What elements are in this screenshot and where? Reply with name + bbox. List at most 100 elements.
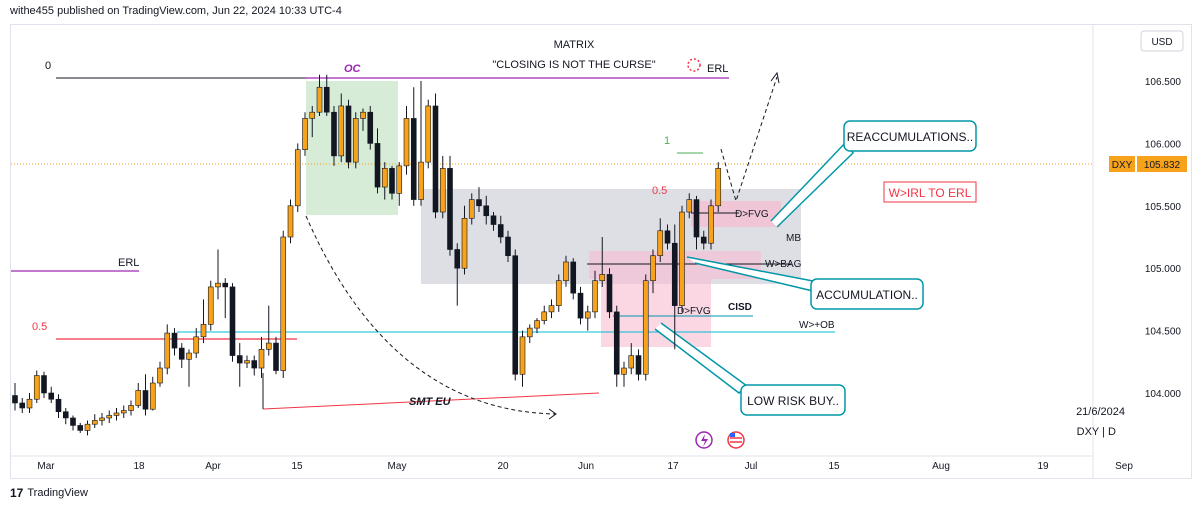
x-axis[interactable]: Mar 18 Apr 15 May 20 Jun 17 Jul 15 Aug 19 Sep (37, 461, 1133, 472)
candle-bear (62, 411, 69, 419)
candle-bull (280, 236, 287, 371)
candle-bull (439, 168, 446, 213)
chart-subtitle: "CLOSING IS NOT THE CURSE" (492, 59, 655, 71)
candle-bear (664, 230, 671, 244)
candle-bull (244, 360, 250, 364)
candle-bull (534, 320, 540, 329)
candle-bear (570, 261, 577, 294)
candle-bear (178, 347, 185, 360)
bag-label: W>BAG (765, 259, 802, 270)
callout-pointer-reaccum (770, 139, 854, 228)
candle-bull (548, 305, 555, 313)
callout-box-lowrisk[interactable] (740, 384, 846, 416)
candle-bear (505, 236, 511, 257)
candle-bull (287, 205, 294, 238)
candle-bear (229, 286, 236, 356)
projection-arc (305, 215, 557, 415)
candle-bull (135, 390, 142, 406)
irl-erl-box[interactable] (883, 181, 977, 203)
chart-title: MATRIX (554, 39, 595, 51)
y-tick-label: 105.000 (1145, 264, 1182, 275)
candle-bull (84, 423, 91, 431)
fvg-lower-label: D>FVG (677, 306, 711, 317)
candle-bear (635, 355, 642, 375)
candle-bear (171, 332, 178, 349)
footer: 17 TradingView (10, 486, 88, 500)
candle-bull (157, 367, 163, 384)
candle-bull (164, 332, 171, 369)
candle-bull (207, 286, 214, 325)
candle-bull (642, 280, 649, 375)
candle-bull (128, 405, 134, 411)
smt-label: SMT EU (409, 396, 452, 408)
candle-bull (461, 217, 468, 269)
oc-label: OC (344, 63, 362, 75)
x-tick-label: 17 (667, 461, 679, 472)
candle-bear (236, 355, 243, 364)
candle-bull (193, 336, 200, 354)
candle-bear (410, 118, 417, 200)
candle-bull (650, 255, 656, 281)
candle-bull (186, 352, 192, 360)
zero-label: 0 (45, 60, 51, 72)
candle-bear (55, 398, 62, 413)
candle-bull (91, 420, 98, 425)
candle-bull (294, 149, 301, 207)
currency-label: USD (1151, 37, 1172, 48)
x-tick-label: 20 (497, 461, 509, 472)
candle-bear (367, 111, 374, 144)
candle-bull (26, 398, 33, 409)
last-price-label: 105.832 (1144, 160, 1181, 171)
last-price-tag (1137, 156, 1187, 172)
candle-bear (331, 111, 337, 157)
candle-bull (258, 349, 265, 369)
y-axis[interactable]: 106.500 106.000 105.500 105.000 104.500 104.0… (1145, 77, 1182, 400)
projection-arrow-icon (770, 71, 780, 84)
mb-label: MB (786, 233, 801, 244)
smt-line (262, 392, 600, 410)
candle-bear (447, 168, 453, 250)
symbol-price-tag (1109, 156, 1135, 172)
candle-bear (345, 105, 352, 163)
candle-bull (599, 274, 606, 281)
candle-bull (628, 355, 635, 369)
candle-bull (309, 111, 316, 119)
price-chart[interactable]: REACCUMULATIONS.. ACCUMULATION.. LOW RIS… (11, 25, 1191, 478)
x-tick-label: Mar (37, 461, 55, 472)
candle-bull (215, 282, 221, 288)
x-tick-label: Apr (205, 461, 221, 472)
projection-path (720, 76, 778, 203)
candle-bull (555, 280, 562, 306)
candle-bear (323, 86, 330, 113)
callout-box-accum[interactable] (810, 278, 924, 310)
chart-frame[interactable]: REACCUMULATIONS.. ACCUMULATION.. LOW RIS… (10, 24, 1192, 479)
candle-bear (222, 282, 229, 288)
candle-bear (19, 402, 26, 409)
currency-button[interactable] (1140, 30, 1184, 52)
candle-bull (715, 168, 722, 207)
y-tick-label: 104.000 (1145, 389, 1182, 400)
candle-bear (613, 311, 620, 375)
symbol-tag-label: DXY (1112, 160, 1133, 171)
fvg-zone-upper (691, 201, 781, 227)
arc-arrow-icon (548, 408, 557, 420)
symbol-timeframe: DXY | D (1077, 426, 1116, 438)
candle-bear (41, 375, 47, 394)
candle-bull (403, 118, 410, 167)
fib-one-label: 1 (664, 135, 670, 147)
candle-bull (425, 105, 432, 163)
half-label: 0.5 (32, 321, 47, 333)
candle-bull (106, 415, 113, 419)
candle-bear (432, 105, 439, 213)
candle-bear (454, 249, 461, 269)
candle-bull (316, 86, 323, 113)
candle-bear (476, 199, 482, 207)
candle-bear (70, 417, 76, 426)
y-tick-label: 106.000 (1145, 139, 1182, 150)
y-tick-label: 106.500 (1145, 77, 1182, 88)
candle-bear (497, 224, 504, 238)
candle-bear (77, 425, 84, 431)
callout-accum: ACCUMULATION.. (816, 288, 918, 302)
callout-box-reaccum[interactable] (843, 120, 977, 152)
candle-bull (265, 342, 272, 350)
